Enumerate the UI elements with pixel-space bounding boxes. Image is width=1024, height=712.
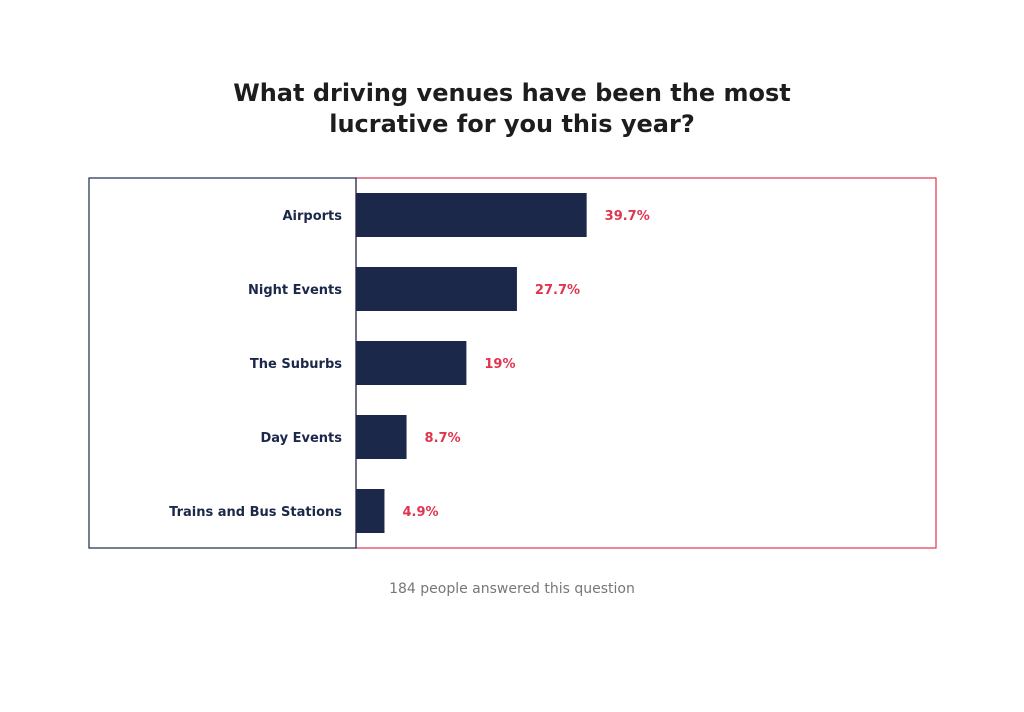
category-label: Night Events — [248, 283, 342, 298]
bar — [356, 341, 467, 385]
category-label: Airports — [282, 209, 342, 224]
value-label: 39.7% — [605, 209, 650, 224]
chart-title-line-2: lucrative for you this year? — [329, 110, 695, 138]
bar — [356, 267, 517, 311]
bar — [356, 489, 385, 533]
bar — [356, 415, 407, 459]
value-label: 19% — [484, 357, 515, 372]
category-label: Day Events — [260, 431, 342, 446]
value-label: 4.9% — [402, 505, 438, 520]
chart-title: What driving venues have been the most l… — [0, 78, 1024, 140]
value-label: 27.7% — [535, 283, 580, 298]
chart-title-line-1: What driving venues have been the most — [233, 79, 791, 107]
bars-group: Airports 39.7% Night Events 27.7% The Suburb… — [169, 193, 650, 533]
value-label: 8.7% — [425, 431, 461, 446]
bar — [356, 193, 587, 237]
category-label: Trains and Bus Stations — [169, 505, 342, 520]
category-label: The Suburbs — [250, 357, 342, 372]
footnote: 184 people answered this question — [389, 581, 635, 597]
